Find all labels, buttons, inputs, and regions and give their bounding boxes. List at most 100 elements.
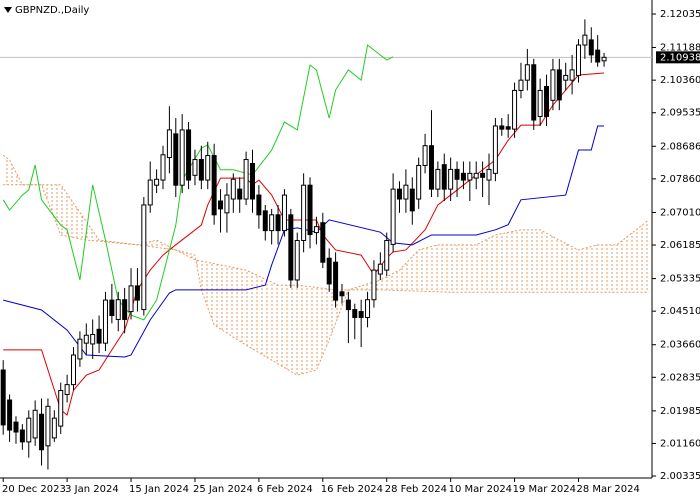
candle-body — [333, 261, 339, 301]
x-tick-label: 25 Jan 2024 — [193, 484, 253, 495]
menu-arrow[interactable] — [4, 7, 12, 13]
candle-body — [230, 178, 236, 200]
x-tick-label: 28 Feb 2024 — [385, 484, 447, 495]
candle-body — [128, 285, 134, 313]
candle-body — [224, 194, 230, 214]
candle-body — [377, 263, 383, 275]
candle-body — [435, 168, 441, 190]
x-tick-label: 3 Jan 2024 — [65, 484, 119, 495]
candle-body — [352, 309, 358, 318]
candle-body — [537, 89, 543, 117]
candle-body — [460, 172, 466, 181]
cloud-span — [3, 184, 649, 293]
candle-body — [32, 409, 38, 439]
candle-body — [448, 168, 454, 190]
candle-body — [102, 299, 108, 344]
candle-body — [179, 129, 185, 186]
candle-body — [77, 338, 83, 360]
candle-body — [13, 421, 19, 433]
candle-body — [134, 285, 140, 301]
candle-body — [345, 299, 351, 311]
candle-body — [582, 34, 588, 46]
candle-body — [371, 269, 377, 301]
candle-body — [115, 299, 121, 320]
candle-body — [595, 49, 601, 63]
candle-body — [544, 85, 550, 117]
candle-body — [563, 74, 569, 81]
candle-body — [358, 311, 364, 318]
candle-body — [154, 178, 160, 186]
candle-body — [550, 69, 556, 101]
candle-body — [588, 39, 594, 56]
x-tick-label: 28 Mar 2024 — [576, 484, 639, 495]
y-tick-label: 2.01160 — [660, 438, 700, 449]
candle-body — [173, 133, 179, 186]
candle-body — [313, 226, 319, 234]
candle-body — [556, 69, 562, 101]
candle-body — [416, 164, 422, 200]
candle-body — [19, 429, 25, 443]
candle-body — [249, 162, 255, 200]
candle-body — [166, 129, 172, 159]
candle-body — [403, 184, 409, 200]
candle-body — [575, 44, 581, 76]
last-price-label: 2.10938 — [660, 52, 700, 63]
y-tick-label: 2.08686 — [660, 141, 700, 152]
candle-body — [64, 384, 70, 395]
candle-body — [0, 369, 6, 426]
candle-body — [480, 172, 486, 178]
candle-body — [243, 159, 249, 200]
chart-title: GBPNZD.,Daily — [15, 5, 89, 16]
candle-body — [7, 399, 13, 431]
candle-body — [531, 64, 537, 121]
x-tick-label: 15 Jan 2024 — [129, 484, 189, 495]
candle-body — [256, 194, 262, 216]
candle-body — [365, 299, 371, 318]
candle-body — [301, 184, 307, 241]
candle-body — [58, 390, 64, 427]
candle-body — [26, 417, 32, 443]
candle-body — [512, 89, 518, 130]
candle-body — [397, 188, 403, 200]
x-tick-label: 19 Mar 2024 — [513, 484, 576, 495]
candle-body — [384, 239, 390, 271]
y-tick-label: 2.04510 — [660, 306, 700, 317]
candle-body — [326, 257, 332, 285]
y-tick-label: 2.07860 — [660, 174, 700, 185]
y-tick-label: 2.02835 — [660, 372, 700, 383]
x-tick-label: 10 Mar 2024 — [449, 484, 512, 495]
indicator-line — [2, 44, 394, 321]
candle-body — [422, 145, 428, 166]
candle-body — [218, 200, 224, 210]
cloud-span — [2, 154, 650, 376]
candle-body — [320, 222, 326, 263]
candle-body — [39, 413, 45, 451]
y-tick-label: 2.05335 — [660, 274, 700, 285]
candle-body — [262, 210, 268, 232]
candle-body — [307, 184, 313, 236]
candle-body — [90, 333, 96, 345]
candle-body — [237, 188, 243, 200]
candle-body — [71, 354, 77, 386]
candle-body — [281, 194, 287, 232]
y-tick-label: 2.07010 — [660, 207, 700, 218]
candle-body — [147, 179, 153, 206]
x-tick-label: 6 Feb 2024 — [257, 484, 313, 495]
x-tick-label: 20 Dec 2023 — [2, 484, 66, 495]
y-tick-label: 2.12035 — [660, 9, 700, 20]
candle-body — [569, 69, 575, 81]
candle-body — [288, 214, 294, 281]
y-tick-label: 2.10360 — [660, 75, 700, 86]
candle-body — [441, 164, 447, 190]
candle-body — [211, 155, 217, 216]
candle-body — [518, 79, 524, 91]
candle-body — [473, 172, 479, 179]
candle-body — [198, 159, 204, 181]
candle-body — [409, 188, 415, 212]
candle-body — [45, 405, 51, 447]
candle-body — [275, 214, 281, 232]
candle-body — [601, 56, 607, 62]
candle-body — [96, 328, 102, 344]
last-price-box — [656, 51, 700, 64]
